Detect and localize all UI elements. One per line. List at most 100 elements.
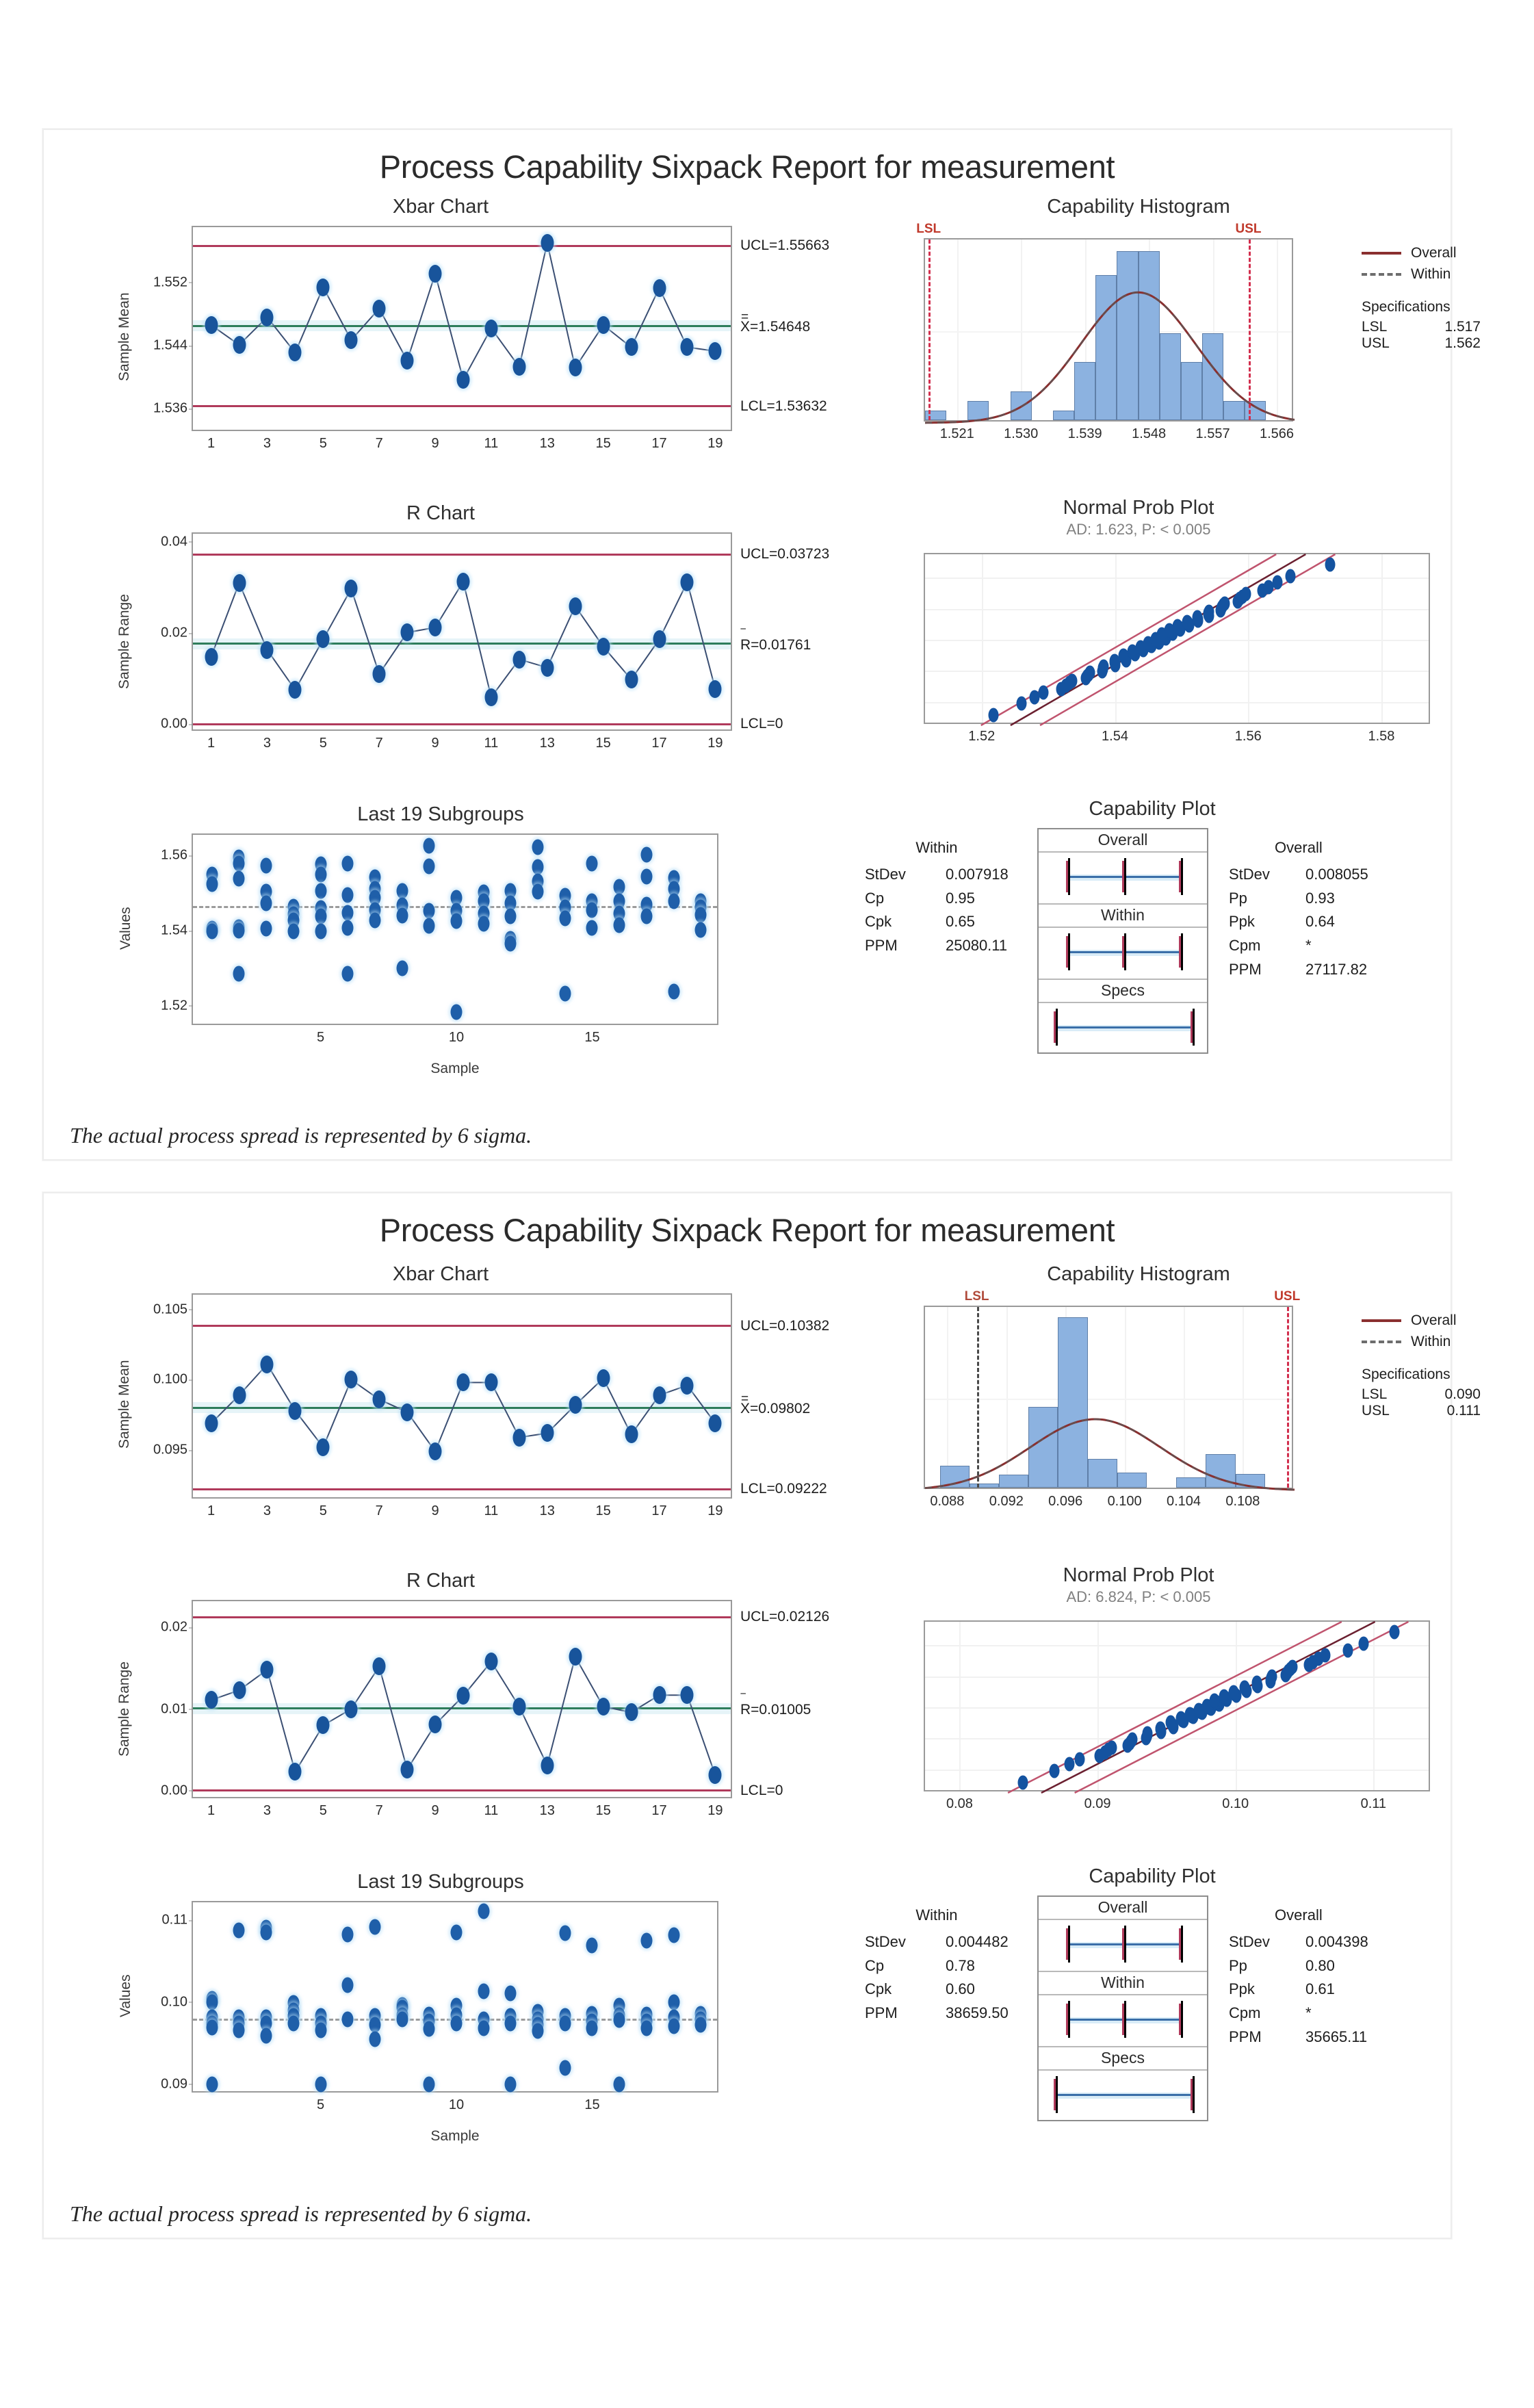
r1-capplot-segment-tick bbox=[1067, 933, 1070, 971]
r1-subgroups-data-point bbox=[369, 890, 381, 906]
r1-npp-data-point bbox=[1219, 596, 1230, 611]
r2-capplot-segment-tick-red bbox=[1122, 1928, 1124, 1960]
r2-capplot-segment-label: Specs bbox=[1039, 2047, 1207, 2071]
r1-capplot-stat-value: 0.95 bbox=[946, 889, 975, 907]
r1-capplot-stat-key: Cpm bbox=[1229, 937, 1261, 954]
r2-npp-data-point bbox=[1228, 1685, 1239, 1700]
r2-capplot-segment-tick-red bbox=[1122, 2004, 1124, 2036]
r1-subgroups-data-point bbox=[423, 858, 435, 875]
r1-npp-data-point bbox=[988, 708, 999, 723]
r1-capplot-stat-value: 0.93 bbox=[1305, 889, 1335, 907]
r1-rchart-center-label: ‾ R=0.01761 bbox=[740, 627, 811, 653]
r1-xbar-data-point bbox=[625, 338, 638, 357]
r1-xbar-data-point bbox=[456, 370, 470, 389]
r1-histogram-bar bbox=[1180, 362, 1202, 420]
r1-subgroups-y-tick: 1.56 bbox=[161, 847, 193, 863]
r2-subgroups-data-point bbox=[504, 2015, 517, 2032]
r2-rchart-center-line bbox=[193, 1707, 731, 1710]
r1-histogram-title: Capability Histogram bbox=[1047, 196, 1230, 218]
r1-subgroups-data-point bbox=[341, 966, 354, 982]
r1-subgroups-data-point bbox=[396, 907, 408, 924]
r2-capplot-stat-value: 0.80 bbox=[1305, 1956, 1335, 1974]
r2-rchart-y-tick: 0.00 bbox=[161, 1783, 193, 1798]
r1-subgroups-data-point bbox=[613, 893, 625, 909]
r2-npp-data-point bbox=[1017, 1775, 1028, 1790]
r2-rchart-data-point bbox=[512, 1697, 526, 1716]
r1-npp-data-point bbox=[1325, 557, 1336, 572]
r2-capplot-stat-value: 38659.50 bbox=[946, 2004, 1009, 2021]
r2-npp-subtitle: AD: 6.824, P: < 0.005 bbox=[1066, 1588, 1211, 1605]
r1-xbar-title: Xbar Chart bbox=[392, 196, 489, 218]
r1-subgroups-data-point bbox=[233, 922, 245, 939]
r2-xbar-x-tick: 7 bbox=[375, 1503, 383, 1518]
r1-subgroups-data-point bbox=[396, 883, 408, 899]
r2-npp-data-point bbox=[1193, 1703, 1204, 1718]
r2-subgroups-data-point bbox=[668, 2018, 680, 2034]
r2-npp-data-point bbox=[1106, 1740, 1117, 1755]
r2-capplot-stat-key: Pp bbox=[1229, 1956, 1247, 1974]
within-line-icon bbox=[1362, 1341, 1401, 1343]
r1-rchart-data-point bbox=[625, 670, 638, 688]
r2-subgroups-data-point bbox=[233, 1922, 245, 1939]
r2-capplot-title: Capability Plot bbox=[1089, 1865, 1216, 1887]
r1-subgroups-data-point bbox=[559, 985, 571, 1002]
r1-rchart-data-point bbox=[708, 679, 722, 698]
r1-npp-data-point bbox=[1118, 648, 1129, 663]
r1-subgroups-data-point bbox=[315, 923, 327, 940]
r1-capplot-segment-label: Overall bbox=[1039, 829, 1207, 853]
r2-npp-gridline-v bbox=[1235, 1622, 1237, 1790]
r2-capplot-segment-tick bbox=[1067, 2001, 1070, 2038]
r2-xbar-data-point bbox=[597, 1369, 610, 1388]
r1-rchart-data-point bbox=[597, 637, 610, 656]
r2-xbar-data-point bbox=[288, 1401, 302, 1420]
r1-histogram-bar bbox=[1117, 251, 1139, 420]
r1-histogram-legend-overall: Overall bbox=[1362, 245, 1481, 261]
r1-rchart-data-point bbox=[260, 640, 274, 659]
r2-rchart-y-tick: 0.01 bbox=[161, 1701, 193, 1717]
r2-histogram-gridline bbox=[1124, 1307, 1126, 1488]
r2-histogram-lsl-line bbox=[976, 1307, 979, 1488]
r2-histogram-spec-row: USL 0.111 bbox=[1362, 1403, 1481, 1419]
r1-capplot-stat-key: Cp bbox=[865, 889, 885, 907]
r2-npp-data-point bbox=[1165, 1715, 1176, 1730]
r2-capplot-within-stats-title: Within bbox=[915, 1906, 958, 1924]
r2-histogram-bar bbox=[1117, 1472, 1147, 1488]
r1-npp-data-point bbox=[1182, 614, 1193, 630]
r2-subgroups-data-point bbox=[450, 1924, 463, 1941]
r1-subgroups-data-point bbox=[341, 905, 354, 921]
r1-capplot-segment-label: Within bbox=[1039, 905, 1207, 928]
r1-rchart-x-tick: 11 bbox=[484, 736, 499, 751]
r1-subgroups-data-point bbox=[287, 923, 300, 940]
r2-histogram-gridline-h bbox=[925, 1399, 1292, 1400]
r1-npp-gridline-v bbox=[981, 554, 983, 723]
r1-xbar-center-label-overbar: = bbox=[741, 310, 749, 325]
r1-subgroups-data-point bbox=[233, 870, 245, 887]
r1-subgroups-data-point bbox=[586, 920, 598, 936]
r1-histogram-spec-table: Specifications LSL 1.517 USL 1.562 bbox=[1362, 299, 1481, 352]
r2-rchart-center-label: ‾ R=0.01005 bbox=[740, 1692, 811, 1718]
r1-histogram-bar bbox=[1074, 362, 1096, 420]
r2-histogram-spec-value: 0.111 bbox=[1446, 1403, 1481, 1419]
r1-subgroups-y-tick: 1.52 bbox=[161, 998, 193, 1013]
r2-rchart-x-tick: 3 bbox=[263, 1803, 272, 1818]
r2-subgroups-data-point bbox=[559, 2015, 571, 2032]
r1-histogram-spec-row: LSL 1.517 bbox=[1362, 319, 1481, 335]
r1-xbar-x-tick: 15 bbox=[595, 436, 611, 451]
r2-subgroups-data-point bbox=[559, 2060, 571, 2076]
r2-subgroups-data-point bbox=[260, 2015, 272, 2032]
r1-histogram-x-tick: 1.539 bbox=[1067, 426, 1102, 441]
r1-subgroups-data-point bbox=[206, 923, 218, 940]
r2-rchart-data-point bbox=[708, 1766, 722, 1785]
r1-capplot-segment-tick bbox=[1067, 858, 1070, 896]
r1-capplot-overall-stats: Overall StDev 0.008055 Pp 0.93 Ppk 0.64 Cpm * PPM… bbox=[1229, 836, 1368, 982]
r2-xbar-x-tick: 17 bbox=[651, 1503, 667, 1518]
r1-rchart-data-point bbox=[205, 647, 218, 666]
r1-rchart-data-point bbox=[484, 688, 498, 706]
r1-capplot-stat-value: 25080.11 bbox=[946, 937, 1008, 954]
r1-subgroups-data-point bbox=[586, 902, 598, 918]
r1-subgroups-data-point bbox=[586, 855, 598, 872]
r2-capplot-stat-value: 0.60 bbox=[946, 1980, 975, 1998]
r1-rchart-x-tick: 5 bbox=[319, 736, 327, 751]
r2-capplot-stat-key: PPM bbox=[1229, 2028, 1262, 2045]
r1-subgroups-data-point bbox=[532, 883, 544, 900]
